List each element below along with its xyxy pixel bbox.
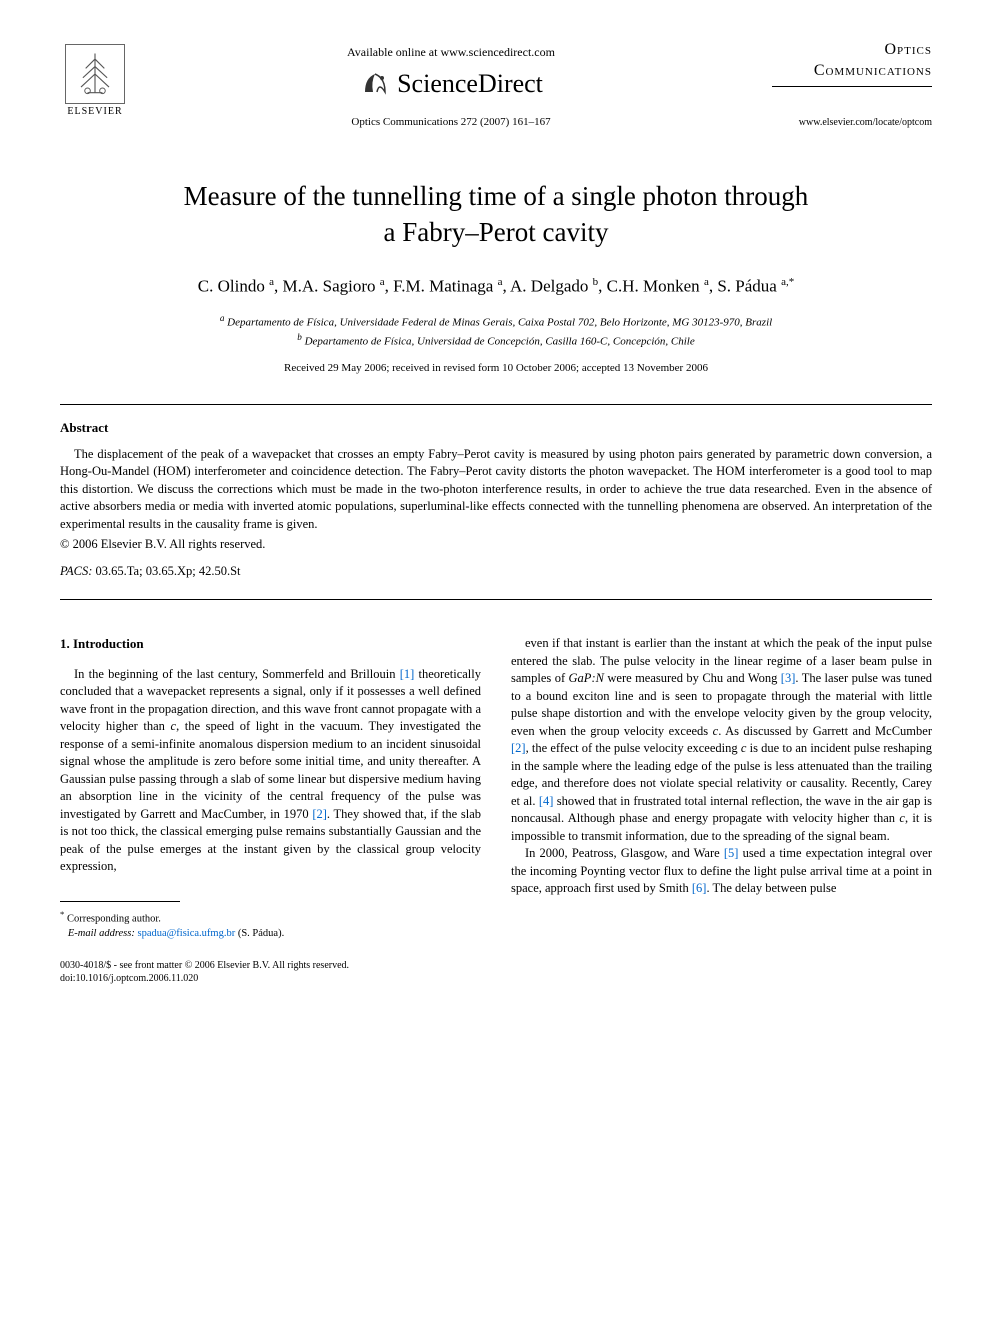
ref-link[interactable]: [5] [724,846,739,860]
affiliation-a: Departamento de Física, Universidade Fed… [227,316,772,328]
abstract-heading: Abstract [60,420,932,436]
center-header: Available online at www.sciencedirect.co… [130,40,772,128]
journal-url: www.elsevier.com/locate/optcom [772,117,932,128]
column-left: 1. Introduction In the beginning of the … [60,635,481,941]
divider-top [60,404,932,405]
footnote-separator [60,901,180,902]
email-label: E-mail address: [68,928,135,939]
section-1-heading: 1. Introduction [60,635,481,653]
ref-link[interactable]: [3] [781,671,796,685]
title-line1: Measure of the tunnelling time of a sing… [184,181,809,211]
footer-left: 0030-4018/$ - see front matter © 2006 El… [60,959,349,985]
email-author-suffix: (S. Pádua). [238,928,284,939]
journal-name-line1: Optics [772,40,932,61]
footer-doi: doi:10.1016/j.optcom.2006.11.020 [60,973,198,984]
elsevier-logo: ELSEVIER [60,40,130,120]
affiliations: a Departamento de Física, Universidade F… [60,312,932,350]
footnote-block: * Corresponding author. E-mail address: … [60,908,481,942]
body-columns: 1. Introduction In the beginning of the … [60,635,932,941]
journal-logo-block: Optics Communications www.elsevier.com/l… [772,40,932,128]
intro-paragraph-2: In 2000, Peatross, Glasgow, and Ware [5]… [511,845,932,898]
article-dates: Received 29 May 2006; received in revise… [60,362,932,374]
abstract-text: The displacement of the peak of a wavepa… [60,446,932,534]
intro-paragraph-1: In the beginning of the last century, So… [60,666,481,876]
authors-list: C. Olindo a, M.A. Sagioro a, F.M. Matina… [60,276,932,297]
sciencedirect-text: ScienceDirect [397,69,543,99]
sciencedirect-icon [359,68,391,100]
title-line2: a Fabry–Perot cavity [384,217,609,247]
abstract-copyright: © 2006 Elsevier B.V. All rights reserved… [60,537,932,552]
journal-reference: Optics Communications 272 (2007) 161–167 [130,116,772,128]
page-header: ELSEVIER Available online at www.science… [60,40,932,128]
pacs-codes: 03.65.Ta; 03.65.Xp; 42.50.St [96,564,241,578]
pacs-line: PACS: 03.65.Ta; 03.65.Xp; 42.50.St [60,564,932,579]
intro-paragraph-1-cont: even if that instant is earlier than the… [511,635,932,845]
available-online-text: Available online at www.sciencedirect.co… [130,45,772,60]
footer-copyright: 0030-4018/$ - see front matter © 2006 El… [60,960,349,971]
ref-link[interactable]: [4] [539,794,554,808]
pacs-label: PACS: [60,564,92,578]
elsevier-tree-icon [65,44,125,104]
article-title: Measure of the tunnelling time of a sing… [60,178,932,251]
ref-link[interactable]: [2] [511,741,526,755]
corresponding-author-label: Corresponding author. [67,913,161,924]
elsevier-label: ELSEVIER [67,106,122,117]
column-right: even if that instant is earlier than the… [511,635,932,941]
journal-divider [772,86,932,87]
corresponding-email[interactable]: spadua@fisica.ufmg.br [137,928,235,939]
affiliation-b: Departamento de Física, Universidad de C… [305,335,695,347]
journal-name-line2: Communications [772,61,932,82]
ref-link[interactable]: [2] [312,807,327,821]
divider-bottom [60,599,932,600]
ref-link[interactable]: [1] [400,667,415,681]
sciencedirect-logo: ScienceDirect [359,68,543,100]
page-footer: 0030-4018/$ - see front matter © 2006 El… [60,959,932,985]
ref-link[interactable]: [6] [692,881,707,895]
